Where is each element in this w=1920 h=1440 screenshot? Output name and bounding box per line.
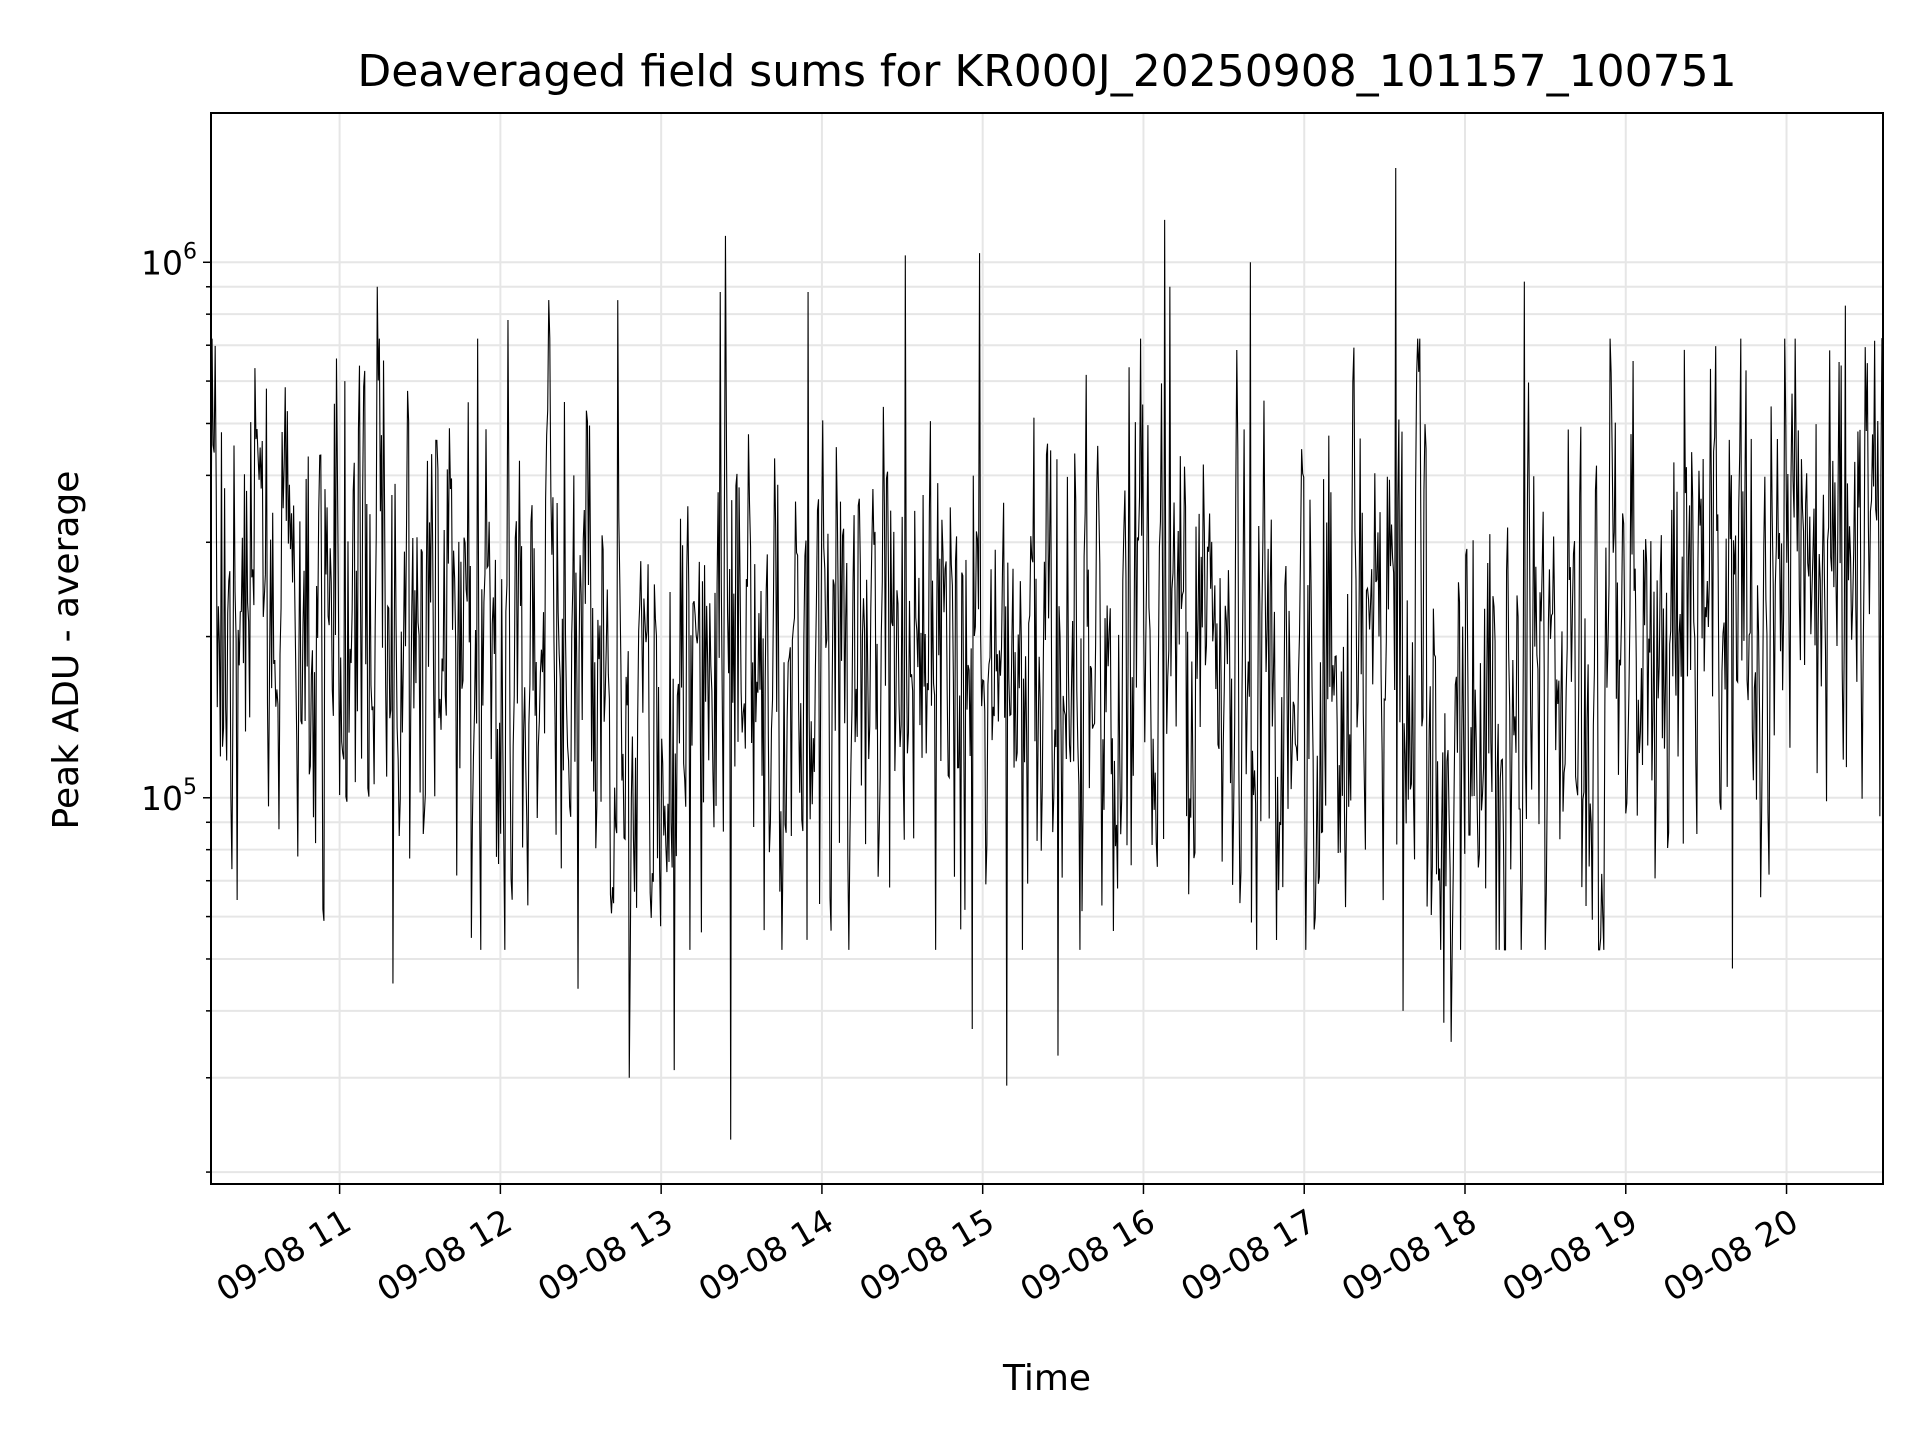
y-tick-label: 106 xyxy=(141,239,197,282)
y-tick-label: 105 xyxy=(141,775,197,818)
grid xyxy=(211,113,1883,1184)
x-axis-label: Time xyxy=(1002,1358,1091,1399)
series xyxy=(210,167,1883,1140)
y-axis-label: Peak ADU - average xyxy=(46,471,87,830)
series-line xyxy=(210,167,1883,1140)
chart-title: Deaveraged field sums for KR000J_2025090… xyxy=(357,46,1736,97)
axes-frame xyxy=(210,112,1884,1185)
